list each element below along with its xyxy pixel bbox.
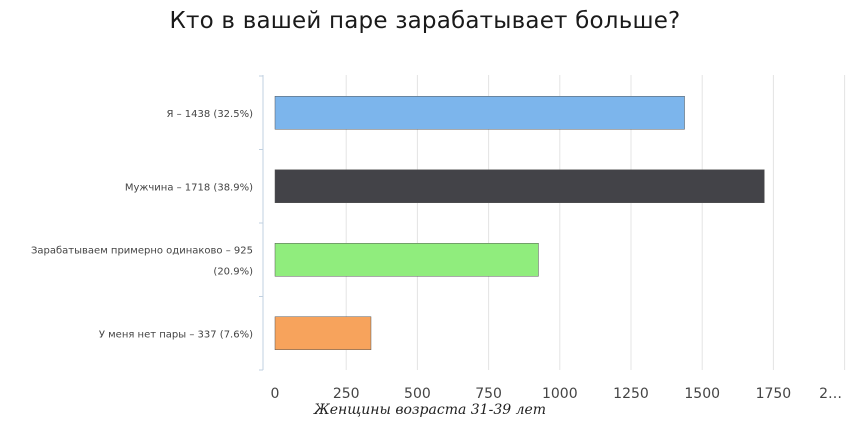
bar-2 [274, 243, 539, 277]
x-tick-label-3: 750 [475, 386, 502, 402]
x-tick-label-7: 1750 [756, 386, 792, 402]
x-tick-label-4: 1000 [542, 386, 578, 402]
bar-0 [274, 96, 685, 130]
x-tick-label-1: 250 [333, 386, 360, 402]
x-tick-label-6: 1500 [684, 386, 720, 402]
bar-3 [274, 316, 372, 350]
x-tick-label-2: 500 [404, 386, 431, 402]
chart-title: Кто в вашей паре зарабатывает больше? [169, 8, 681, 34]
category-label-2-0: Зарабатываем примерно одинаково – 925 [31, 245, 253, 256]
bar-1 [274, 169, 765, 203]
chart-caption: Женщины возраста 31-39 лет [314, 402, 547, 418]
x-tick-label-5: 1250 [613, 386, 649, 402]
x-tick-label-0: 0 [271, 386, 280, 402]
category-label-2-1: (20.9%) [213, 266, 253, 277]
category-label-0: Я – 1438 (32.5%) [166, 109, 253, 120]
category-label-3: У меня нет пары – 337 (7.6%) [99, 329, 253, 340]
x-tick-label-8: 2… [819, 386, 842, 402]
category-label-1: Мужчина – 1718 (38.9%) [125, 182, 253, 193]
